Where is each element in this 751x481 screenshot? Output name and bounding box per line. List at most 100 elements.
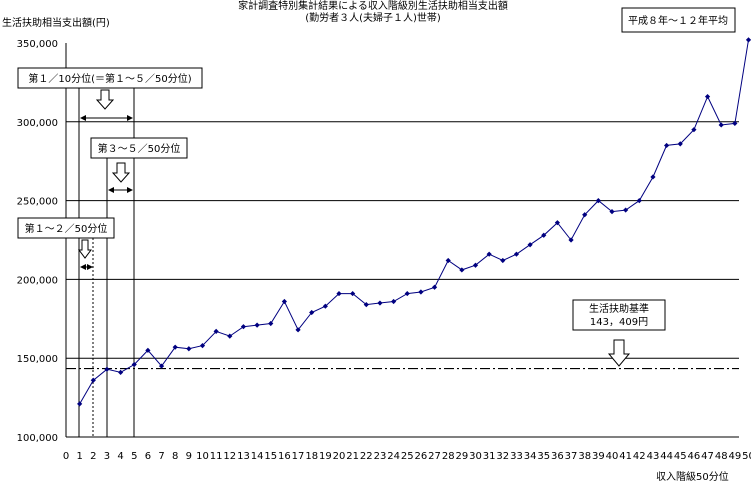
- annotation-q1-2-box: [17, 217, 115, 239]
- data-point: [554, 220, 560, 226]
- data-point: [650, 174, 656, 180]
- x-tick-label: 15: [264, 451, 277, 462]
- data-point: [404, 290, 410, 297]
- x-tick-label: 45: [674, 451, 687, 462]
- data-point: [186, 346, 192, 352]
- data-point: [363, 302, 369, 308]
- x-tick-label: 33: [510, 451, 523, 462]
- data-point: [623, 207, 629, 213]
- x-tick-label: 14: [251, 451, 264, 462]
- y-tick-label: 100,000: [17, 433, 58, 444]
- annotation-q3-5: 第３～５／50分位: [98, 142, 181, 155]
- data-point: [718, 122, 724, 128]
- y-axis-label: 生活扶助相当支出額(円): [2, 16, 110, 29]
- x-tick-label: 18: [305, 451, 318, 462]
- annotation-q1-10: 第１／10分位(＝第１～５／50分位): [28, 72, 191, 85]
- x-tick-label: 24: [387, 451, 400, 462]
- series-group: [77, 37, 751, 407]
- x-tick-label: 34: [524, 451, 537, 462]
- y-tick-label: 250,000: [17, 197, 58, 208]
- x-tick-label: 44: [660, 451, 673, 462]
- annotation-standard-line2: 143，409円: [590, 317, 648, 328]
- data-point: [445, 257, 451, 264]
- x-tick-label: 28: [442, 451, 455, 462]
- data-point: [582, 212, 588, 218]
- y-tick-label: 200,000: [17, 275, 58, 286]
- data-point: [568, 237, 574, 243]
- data-point: [595, 198, 601, 204]
- x-tick-label: 6: [145, 451, 151, 462]
- x-tick-label: 27: [428, 451, 441, 462]
- data-point: [281, 298, 287, 305]
- data-point: [472, 262, 479, 268]
- data-point: [541, 232, 547, 238]
- x-tick-label: 42: [633, 451, 646, 462]
- data-point: [391, 298, 397, 305]
- data-point: [158, 363, 165, 369]
- chart-subtitle: (勤労者３人(夫婦子１人)世帯): [305, 11, 441, 24]
- down-arrow-icon: [607, 339, 631, 367]
- chart-title: 家計調査特別集計結果による収入階級別生活扶助相当支出額: [238, 0, 508, 12]
- data-point: [486, 251, 492, 257]
- series-line: [79, 39, 749, 405]
- x-tick-label: 16: [278, 451, 291, 462]
- x-tick-label: 37: [565, 451, 578, 462]
- x-tick-label: 49: [728, 451, 741, 462]
- x-tick-label: 43: [647, 451, 660, 462]
- x-tick-label: 7: [158, 451, 164, 462]
- data-point: [240, 324, 247, 330]
- x-tick-label: 0: [63, 451, 69, 462]
- x-tick-label: 4: [117, 451, 123, 462]
- data-point: [322, 303, 328, 309]
- data-point: [691, 127, 697, 133]
- data-point: [77, 401, 83, 407]
- x-tick-label: 39: [592, 451, 605, 462]
- data-point: [145, 347, 151, 353]
- x-tick-label: 23: [374, 451, 387, 462]
- data-point: [90, 377, 96, 383]
- x-tick-label: 13: [237, 451, 250, 462]
- decile-brackets: [78, 80, 135, 437]
- annotation-q1-10-box: [17, 67, 203, 89]
- x-tick-label: 20: [333, 451, 346, 462]
- x-tick-label: 17: [292, 451, 305, 462]
- data-point: [118, 369, 124, 375]
- x-tick-label: 35: [537, 451, 550, 462]
- data-point: [609, 209, 615, 215]
- x-tick-label: 46: [688, 451, 701, 462]
- period-box: [621, 7, 736, 33]
- x-tick-label: 40: [606, 451, 619, 462]
- data-point: [268, 320, 274, 327]
- annotation-standard-line1: 生活扶助基準: [589, 302, 649, 315]
- down-arrow-icon: [111, 162, 131, 183]
- annotation-q1-2: 第１～２／50分位: [25, 222, 108, 235]
- data-point: [677, 141, 683, 147]
- data-point: [295, 327, 301, 333]
- data-point: [254, 322, 260, 328]
- data-point: [704, 93, 711, 100]
- period-label: 平成８年～１２年平均: [628, 14, 728, 27]
- x-tick-label: 25: [401, 451, 414, 462]
- gridlines: [66, 121, 739, 359]
- x-tick-label: 3: [104, 451, 110, 462]
- data-point: [636, 198, 642, 204]
- x-tick-label: 5: [131, 451, 137, 462]
- annotation-standard-box: [572, 299, 666, 331]
- x-tick-label: 38: [578, 451, 591, 462]
- x-tick-labels: 0 1 2 3 4 5 6 7 8 9 10 11 12 13 14 15 16 17 18 19 20 21 22 23 24…: [63, 451, 751, 462]
- x-tick-label: 32: [496, 451, 509, 462]
- x-tick-label: 29: [455, 451, 468, 462]
- data-point: [309, 309, 315, 316]
- data-point: [213, 328, 219, 335]
- x-tick-label: 41: [619, 451, 632, 462]
- data-point: [745, 37, 751, 43]
- x-tick-label: 31: [483, 451, 496, 462]
- y-tick-label: 350,000: [17, 39, 58, 50]
- data-point: [732, 120, 738, 126]
- x-tick-label: 48: [715, 451, 728, 462]
- x-tick-label: 10: [196, 451, 209, 462]
- data-point: [131, 361, 137, 368]
- data-point: [527, 242, 533, 248]
- data-point: [459, 267, 465, 273]
- data-point: [500, 257, 506, 264]
